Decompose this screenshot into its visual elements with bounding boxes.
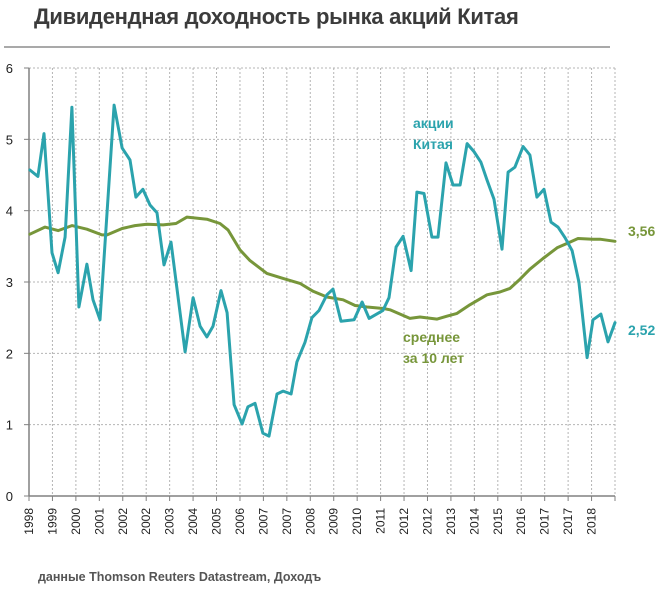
china-label-line1: акции <box>413 115 454 131</box>
x-tick-label: 2008 <box>303 508 317 535</box>
series-group <box>28 103 617 438</box>
x-tick-label: 2000 <box>69 508 83 535</box>
x-tick-label: 2009 <box>327 508 341 535</box>
y-tick-label: 5 <box>6 132 13 147</box>
x-tick-label: 2015 <box>491 508 505 535</box>
y-tick-label: 2 <box>6 346 13 361</box>
x-tick-label: 2003 <box>163 508 177 535</box>
x-tick-label: 2002 <box>139 508 153 535</box>
average-label-line1: среднее <box>403 329 460 345</box>
china-end-value-label: 2,52 <box>628 322 655 338</box>
labels: акции Китая среднее за 10 лет 3,56 2,52 … <box>6 61 656 535</box>
x-tick-label: 2014 <box>467 508 481 535</box>
x-tick-label: 2013 <box>444 508 458 535</box>
x-tick-label: 2012 <box>420 508 434 535</box>
x-tick-label: 2007 <box>256 508 270 535</box>
x-tick-label: 2011 <box>374 508 388 534</box>
axes <box>24 67 616 501</box>
china-label-line2: Китая <box>413 136 453 152</box>
x-tick-label: 2012 <box>397 508 411 535</box>
y-tick-label: 4 <box>6 204 13 219</box>
chart-title: Дивидендная доходность рынка акций Китая <box>34 4 519 29</box>
x-tick-label: 2010 <box>350 508 364 535</box>
x-tick-label: 1999 <box>45 508 59 535</box>
x-tick-label: 2018 <box>585 508 599 535</box>
china-dividend-yield-line <box>28 103 617 438</box>
x-tick-label: 2006 <box>233 508 247 535</box>
x-tick-label: 2007 <box>280 508 294 535</box>
x-tick-label: 2005 <box>210 508 224 535</box>
y-tick-label: 0 <box>6 489 13 504</box>
y-tick-label: 1 <box>6 418 13 433</box>
grid <box>29 67 616 496</box>
x-tick-label: 2004 <box>186 508 200 535</box>
x-tick-label: 2002 <box>116 508 130 535</box>
average-label-line2: за 10 лет <box>403 350 464 366</box>
x-tick-label: 2016 <box>514 508 528 535</box>
x-tick-label: 2001 <box>92 508 106 535</box>
x-tick-label: 2017 <box>538 508 552 535</box>
average-end-value-label: 3,56 <box>628 223 655 239</box>
y-tick-label: 3 <box>6 275 13 290</box>
x-tick-label: 1998 <box>22 508 36 535</box>
ten-year-average-line <box>28 215 617 321</box>
x-tick-label: 2017 <box>561 508 575 535</box>
title-divider <box>4 46 610 48</box>
source-footnote: данные Thomson Reuters Datastream, Доход… <box>38 570 322 584</box>
y-tick-label: 6 <box>6 61 13 76</box>
